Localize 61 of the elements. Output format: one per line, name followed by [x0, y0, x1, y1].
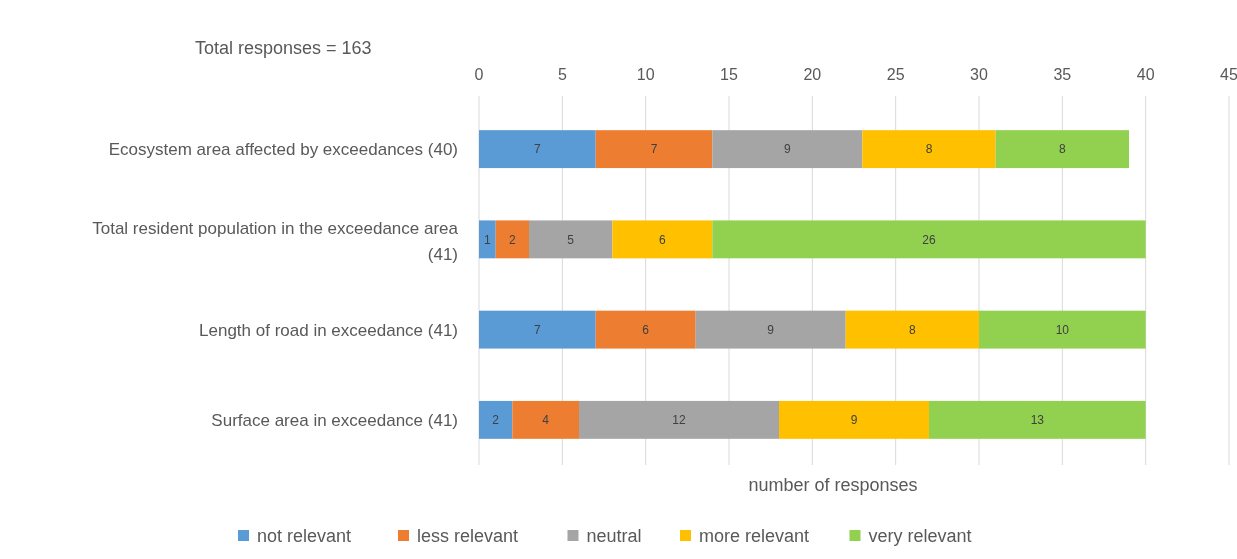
data-label: 8	[925, 142, 933, 157]
bar	[529, 220, 613, 259]
data-label: 2	[492, 413, 500, 428]
legend-label: not relevant	[257, 526, 352, 547]
bar	[929, 400, 1146, 439]
x-tick-label: 35	[1053, 66, 1072, 83]
data-label: 4	[542, 413, 550, 428]
data-label: 2	[508, 232, 516, 247]
x-tick-label: 40	[1136, 66, 1155, 83]
bar	[512, 400, 579, 439]
bar	[995, 130, 1129, 169]
data-label: 8	[908, 322, 916, 337]
text: Total responses = 163	[195, 38, 372, 58]
data-label: 7	[533, 142, 541, 157]
y-tick-label: Surface area in exceedance (41)	[211, 410, 458, 430]
bar	[712, 220, 1146, 259]
bar	[479, 310, 596, 349]
x-tick-label: 15	[720, 66, 738, 83]
data-label: 13	[1030, 413, 1045, 428]
y-tick-label: Length of road in exceedance (41)	[199, 320, 458, 340]
bar	[595, 130, 713, 169]
data-label: 7	[533, 322, 541, 337]
data-label: 26	[922, 232, 936, 247]
legend-label: very relevant	[868, 526, 972, 547]
data-label: 6	[642, 322, 650, 337]
bar	[579, 400, 779, 439]
bar	[845, 310, 979, 349]
bar	[979, 310, 1146, 349]
x-tick-label: 20	[803, 66, 822, 83]
x-tick-label: 30	[970, 66, 988, 83]
bar	[595, 310, 696, 349]
bar	[779, 400, 929, 439]
bar	[479, 220, 496, 259]
data-label: 6	[658, 232, 666, 247]
data-label: 9	[767, 322, 775, 337]
bar	[712, 130, 863, 169]
y-tick-label: Ecosystem area affected by exceedances (40)	[108, 140, 458, 160]
bar	[695, 310, 846, 349]
legend-label: more relevant	[699, 526, 810, 547]
x-tick-label: 10	[636, 66, 655, 83]
bar	[612, 220, 713, 259]
data-label: 1	[483, 232, 491, 247]
x-tick-label: 25	[886, 66, 905, 83]
data-label: 9	[783, 142, 791, 157]
bar	[479, 400, 513, 439]
data-label: 10	[1055, 322, 1070, 337]
x-axis-title: number of responses	[748, 475, 918, 495]
y-tick-label: Total resident population in the exceedance area (41)	[92, 219, 459, 265]
bar	[495, 220, 529, 259]
data-label: 7	[650, 142, 658, 157]
data-label: 12	[672, 413, 686, 428]
data-label: 8	[1058, 142, 1066, 157]
bar	[862, 130, 996, 169]
x-tick-label: 5	[557, 66, 567, 83]
x-tick-label: 0	[474, 66, 484, 83]
data-label: 5	[567, 232, 575, 247]
data-label: 9	[850, 413, 858, 428]
x-tick-label: 45	[1220, 66, 1237, 83]
legend-label: less relevant	[417, 526, 519, 547]
bar	[479, 130, 596, 169]
legend-label: neutral	[586, 526, 642, 547]
